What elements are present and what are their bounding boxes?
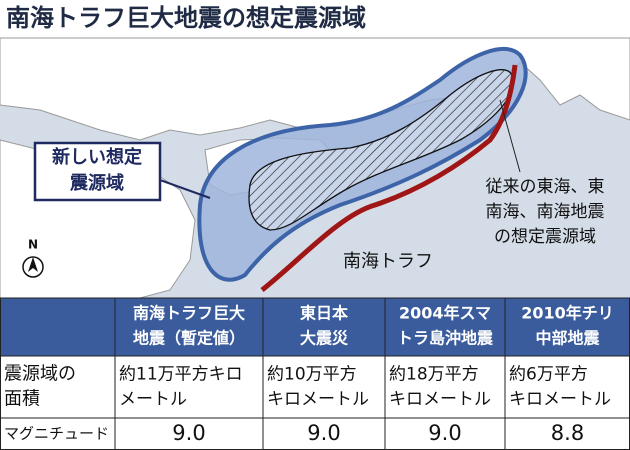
label-box — [33, 141, 162, 202]
column-header: 2010年チリ — [521, 304, 614, 323]
cell-text: 8.8 — [551, 421, 584, 445]
compass-needle — [28, 257, 38, 272]
new-zone-label: 新しい想定 — [52, 146, 142, 168]
old-zone-label: 従来の東海、東 — [486, 177, 605, 197]
cell-text: 約10万平方 — [267, 365, 357, 385]
new-zone-label: 震源域 — [70, 172, 124, 194]
row-label: 面積 — [4, 389, 40, 410]
pointer-line — [499, 99, 521, 173]
header-row — [0, 298, 630, 356]
map — [0, 37, 630, 299]
compass-label: N — [28, 238, 38, 252]
cell-text: キロメートル — [267, 390, 369, 410]
cell-text: 約11万平方キロ — [119, 365, 243, 385]
cell-text: 約6万平方 — [509, 365, 588, 385]
cell-text: 約18万平方 — [389, 365, 479, 385]
body — [0, 356, 630, 450]
cell-text: 9.0 — [428, 421, 461, 445]
column-header: 南海トラフ巨大 — [133, 304, 245, 323]
cell-text: キロメートル — [509, 390, 611, 410]
column-header: 東日本 — [300, 304, 348, 323]
cell-text: メートル — [119, 390, 187, 410]
cell-text: キロメートル — [389, 390, 491, 410]
column-header: トラ島沖地震 — [397, 329, 494, 348]
column-header: 中部地震 — [535, 329, 600, 348]
row-label: 震源域の — [4, 364, 76, 385]
cell-text: 9.0 — [172, 421, 205, 445]
column-header: 大震災 — [300, 329, 349, 348]
trough-label: 南海トラフ — [343, 251, 433, 272]
pointer-line — [159, 179, 211, 199]
column-header: 地震（暫定値） — [133, 329, 245, 348]
row-label: マグニチュード — [4, 425, 109, 443]
column-header: 2004年スマ — [399, 304, 491, 323]
cell-text: 9.0 — [307, 421, 340, 445]
title: 南海トラフ巨大地震の想定震源域 — [6, 4, 366, 32]
old-zone-label: 南海、南海地震 — [486, 202, 605, 222]
old-zone-label: の想定震源域 — [494, 227, 596, 247]
